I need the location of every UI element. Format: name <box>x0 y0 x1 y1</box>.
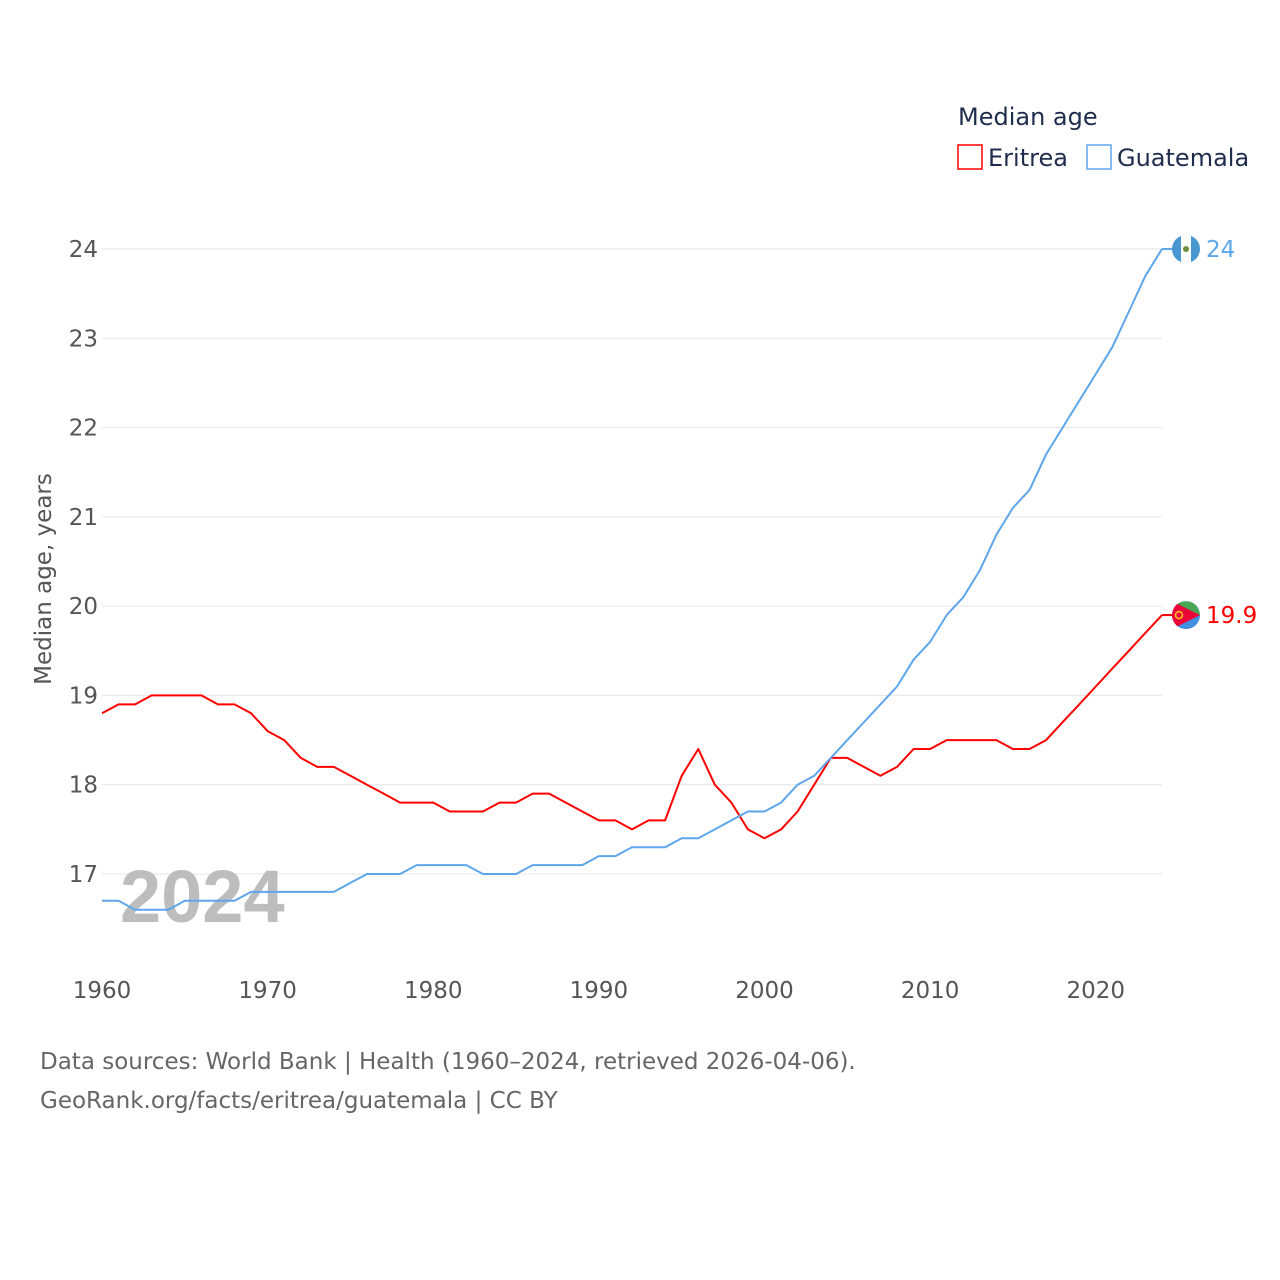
year-watermark: 2024 <box>120 855 285 938</box>
y-tick-label: 22 <box>69 416 98 442</box>
footer-source: Data sources: World Bank | Health (1960–… <box>40 1049 856 1075</box>
flag-eritrea-icon <box>1172 601 1200 630</box>
legend: Median age Eritrea Guatemala <box>957 103 1249 172</box>
end-value-label-eritrea: 19.9 <box>1206 603 1257 629</box>
y-tick-label: 18 <box>69 773 98 799</box>
y-axis-label: Median age, years <box>31 473 57 685</box>
legend-item-eritrea[interactable]: Eritrea <box>957 144 1068 172</box>
x-tick-label: 1970 <box>238 978 297 1004</box>
series-end-markers: 19.9 24 <box>1162 235 1257 630</box>
x-tick-label: 1980 <box>404 978 463 1004</box>
x-axis-ticks: 1960 1970 1980 1990 2000 2010 2020 <box>73 978 1125 1004</box>
x-tick-label: 2020 <box>1066 978 1125 1004</box>
y-axis-ticks: 17 18 19 20 21 22 23 24 <box>69 237 98 888</box>
x-tick-label: 2000 <box>735 978 794 1004</box>
legend-label-guatemala: Guatemala <box>1117 144 1249 172</box>
y-tick-label: 17 <box>69 862 98 888</box>
x-tick-label: 1990 <box>570 978 629 1004</box>
series-line-guatemala <box>102 248 1163 911</box>
y-tick-label: 23 <box>69 326 98 352</box>
series-line-eritrea <box>101 614 1163 840</box>
series-lines <box>101 248 1163 911</box>
x-tick-label: 1960 <box>73 978 132 1004</box>
x-tick-label: 2010 <box>901 978 960 1004</box>
legend-title: Median age <box>958 103 1098 131</box>
y-tick-label: 19 <box>69 683 98 709</box>
y-tick-label: 21 <box>69 505 98 531</box>
footer-link[interactable]: GeoRank.org/facts/eritrea/guatemala | CC… <box>40 1088 559 1114</box>
flag-guatemala-icon <box>1172 235 1200 263</box>
y-tick-label: 24 <box>69 237 98 263</box>
y-tick-label: 20 <box>69 594 98 620</box>
gridlines <box>102 248 1162 875</box>
legend-label-eritrea: Eritrea <box>988 144 1068 172</box>
legend-item-guatemala[interactable]: Guatemala <box>1086 144 1249 172</box>
end-value-label-guatemala: 24 <box>1206 237 1235 263</box>
